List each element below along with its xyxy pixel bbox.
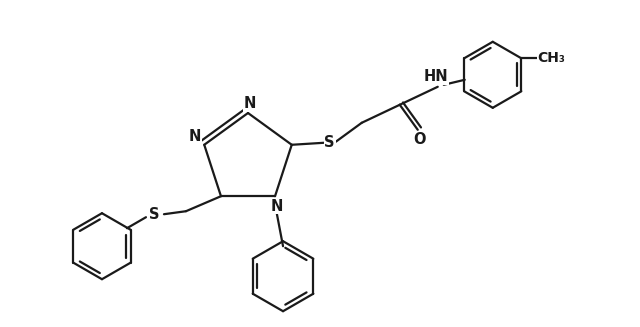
Text: N: N (189, 129, 202, 144)
Text: HN: HN (424, 69, 448, 84)
Text: O: O (413, 132, 426, 147)
Text: N: N (271, 199, 284, 214)
Text: N: N (244, 96, 256, 112)
Text: S: S (148, 207, 159, 222)
Text: CH₃: CH₃ (538, 51, 565, 65)
Text: S: S (324, 135, 335, 150)
